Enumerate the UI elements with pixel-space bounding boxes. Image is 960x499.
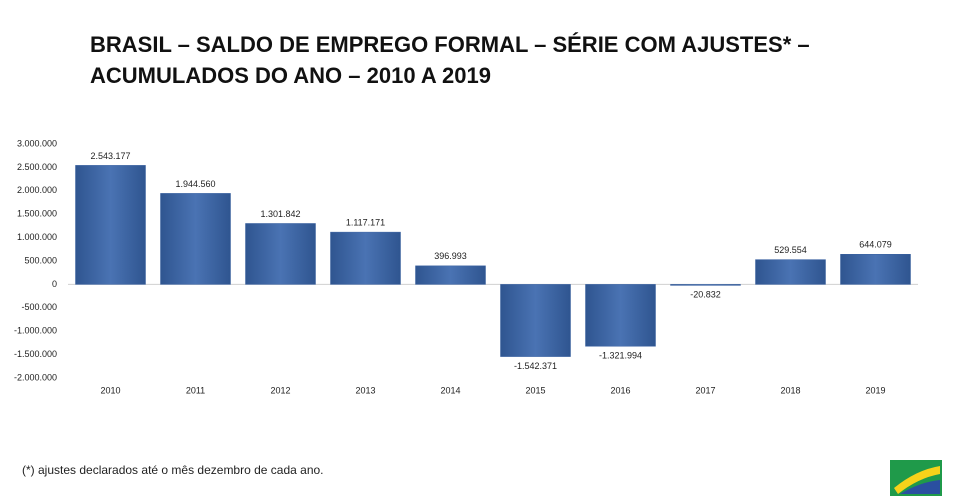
bar <box>670 284 741 286</box>
x-tick-label: 2011 <box>186 385 205 395</box>
value-label: 529.554 <box>774 245 807 255</box>
bar <box>755 259 826 285</box>
chart-title: ACUMULADOS DO ANO – 2010 A 2019 <box>90 63 491 88</box>
y-tick-label: -1.000.000 <box>14 326 57 336</box>
value-label: 396.993 <box>434 251 467 261</box>
value-label: 2.543.177 <box>90 151 130 161</box>
logo <box>890 460 942 496</box>
bar <box>330 231 401 285</box>
value-label: -1.542.371 <box>514 361 557 371</box>
y-tick-label: -500.000 <box>21 302 57 312</box>
y-tick-label: -1.500.000 <box>14 349 57 359</box>
bar <box>415 265 486 285</box>
bar <box>840 254 911 285</box>
value-label: 644.079 <box>859 240 892 250</box>
x-tick-label: 2018 <box>780 385 800 395</box>
y-tick-label: -2.000.000 <box>14 372 57 382</box>
y-tick-label: 3.000.000 <box>17 138 57 148</box>
bar <box>500 284 571 357</box>
value-label: 1.301.842 <box>260 209 300 219</box>
y-tick-label: 2.500.000 <box>17 162 57 172</box>
bar <box>75 165 146 285</box>
y-tick-label: 1.500.000 <box>17 209 57 219</box>
x-tick-label: 2014 <box>440 385 460 395</box>
x-tick-label: 2013 <box>355 385 375 395</box>
x-tick-label: 2019 <box>865 385 885 395</box>
bar <box>245 223 316 285</box>
value-label: 1.944.560 <box>175 179 215 189</box>
y-tick-label: 1.000.000 <box>17 232 57 242</box>
value-label: -1.321.994 <box>599 351 642 361</box>
bar <box>160 193 231 285</box>
y-tick-label: 500.000 <box>24 255 57 265</box>
y-tick-label: 0 <box>52 279 57 289</box>
value-label: 1.117.171 <box>346 217 385 227</box>
x-tick-label: 2012 <box>270 385 290 395</box>
x-tick-label: 2015 <box>525 385 545 395</box>
chart-title: BRASIL – SALDO DE EMPREGO FORMAL – SÉRIE… <box>90 32 810 57</box>
x-tick-label: 2017 <box>695 385 715 395</box>
value-label: -20.832 <box>690 290 721 300</box>
footnote: (*) ajustes declarados até o mês dezembr… <box>22 463 324 477</box>
x-tick-label: 2016 <box>610 385 630 395</box>
bar <box>585 284 656 347</box>
x-tick-label: 2010 <box>100 385 120 395</box>
y-tick-label: 2.000.000 <box>17 185 57 195</box>
